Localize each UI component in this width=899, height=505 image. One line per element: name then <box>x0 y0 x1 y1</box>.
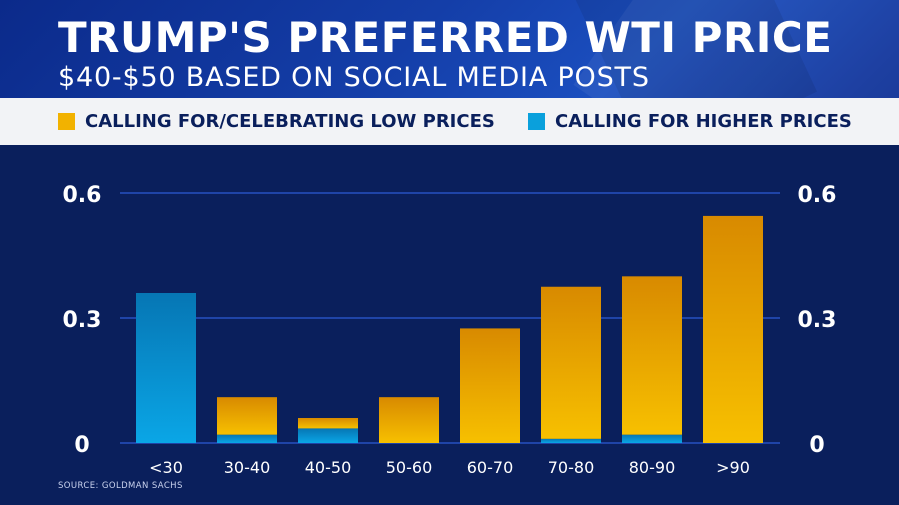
y-tick-label-left: 0 <box>74 433 89 458</box>
header-banner: TRUMP'S PREFERRED WTI PRICE $40-$50 BASE… <box>0 0 899 98</box>
source-note: SOURCE: GOLDMAN SACHS <box>58 481 183 491</box>
bar-low-prices <box>703 215 763 443</box>
legend-item-low-prices: CALLING FOR/CELEBRATING LOW PRICES <box>58 98 495 145</box>
x-tick-label: >90 <box>716 458 750 477</box>
legend-item-higher-prices: CALLING FOR HIGHER PRICES <box>528 98 852 145</box>
x-tick-label: 70-80 <box>548 458 595 477</box>
legend-swatch-high <box>528 113 545 130</box>
x-tick-label: 40-50 <box>305 458 352 477</box>
y-tick-label-left: 0.3 <box>63 308 102 333</box>
bar-low-prices <box>298 418 358 429</box>
legend-label-low: CALLING FOR/CELEBRATING LOW PRICES <box>85 111 495 132</box>
bar-low-prices <box>622 276 682 435</box>
y-tick-label-left: 0.6 <box>63 183 102 208</box>
y-tick-label-right: 0 <box>809 433 824 458</box>
bar-higher-prices <box>541 438 601 443</box>
bar-low-prices <box>541 286 601 439</box>
bar-low-prices <box>460 328 520 443</box>
legend-swatch-low <box>58 113 75 130</box>
x-tick-label: 60-70 <box>467 458 514 477</box>
y-tick-label-right: 0.3 <box>798 308 837 333</box>
bar-higher-prices <box>298 428 358 443</box>
bar-higher-prices <box>217 434 277 443</box>
x-tick-label: <30 <box>149 458 183 477</box>
y-tick-label-right: 0.6 <box>798 183 837 208</box>
bar-low-prices <box>379 397 439 443</box>
x-tick-label: 80-90 <box>629 458 676 477</box>
bar-low-prices <box>217 397 277 435</box>
bar-higher-prices <box>136 293 196 443</box>
legend: CALLING FOR/CELEBRATING LOW PRICES CALLI… <box>0 98 899 145</box>
bar-higher-prices <box>622 434 682 443</box>
chart-subtitle: $40-$50 BASED ON SOCIAL MEDIA POSTS <box>58 62 650 93</box>
x-tick-label: 50-60 <box>386 458 433 477</box>
plot-area: 0 0 0.3 0.3 0.6 0.6 <30 30-40 40-50 50-60 60-70 70-… <box>0 145 899 505</box>
legend-label-high: CALLING FOR HIGHER PRICES <box>555 111 852 132</box>
chart-title: TRUMP'S PREFERRED WTI PRICE <box>58 13 833 62</box>
x-tick-label: 30-40 <box>224 458 271 477</box>
bar-chart: 0 0 0.3 0.3 0.6 0.6 <30 30-40 40-50 50-60 60-70 70-… <box>63 183 837 477</box>
